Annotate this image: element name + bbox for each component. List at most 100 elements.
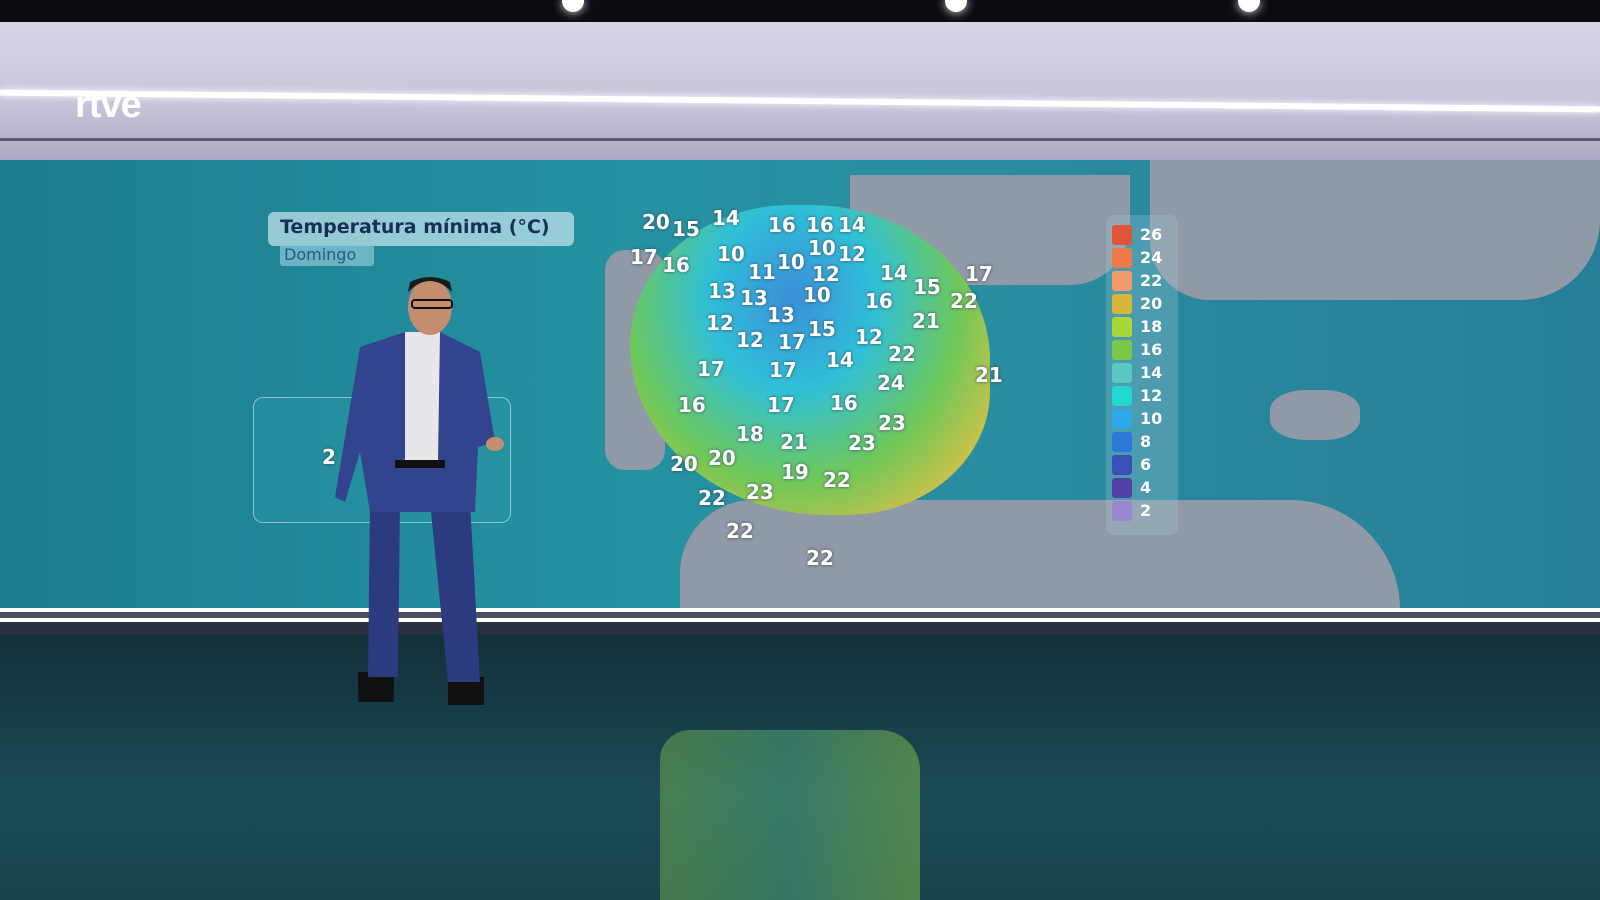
temperature-label: 21 [975, 363, 1003, 387]
temperature-label: 16 [662, 253, 690, 277]
legend-row: 22 [1112, 269, 1172, 292]
legend-value: 24 [1140, 248, 1163, 267]
studio-light [945, 0, 967, 12]
legend-swatch [1112, 247, 1132, 268]
legend-swatch [1112, 339, 1132, 360]
legend-value: 26 [1140, 225, 1163, 244]
temperature-label: 16 [830, 391, 858, 415]
legend-row: 26 [1112, 223, 1172, 246]
legend-row: 24 [1112, 246, 1172, 269]
temperature-label: 12 [855, 325, 883, 349]
map-title: Temperatura mínima (°C) [268, 212, 574, 246]
temperature-label: 23 [848, 431, 876, 455]
iberia-temperature-field [630, 205, 990, 515]
temperature-label: 10 [803, 283, 831, 307]
legend-value: 4 [1140, 478, 1152, 497]
temperature-label: 16 [678, 393, 706, 417]
temperature-label: 23 [746, 480, 774, 504]
legend-swatch [1112, 316, 1132, 337]
temperature-label: 17 [778, 330, 806, 354]
temperature-label: 14 [826, 348, 854, 372]
temperature-label: 17 [965, 262, 993, 286]
temperature-label: 22 [888, 342, 916, 366]
temperature-label: 19 [781, 460, 809, 484]
legend-value: 12 [1140, 386, 1163, 405]
legend-value: 2 [1140, 501, 1152, 520]
legend-row: 20 [1112, 292, 1172, 315]
temperature-label: 15 [913, 275, 941, 299]
temperature-label: 20 [642, 210, 670, 234]
legend-swatch [1112, 385, 1132, 406]
temperature-label: 21 [912, 309, 940, 333]
temperature-label: 17 [767, 393, 795, 417]
legend-value: 22 [1140, 271, 1163, 290]
temperature-label: 14 [880, 261, 908, 285]
legend-value: 6 [1140, 455, 1152, 474]
temperature-label: 16 [768, 213, 796, 237]
temperature-label: 22 [806, 546, 834, 570]
temperature-label: 16 [806, 213, 834, 237]
studio-light [562, 0, 584, 12]
legend-value: 18 [1140, 317, 1163, 336]
temperature-label: 22 [950, 289, 978, 313]
legend-swatch [1112, 293, 1132, 314]
sicily-land [1270, 390, 1360, 440]
legend-swatch [1112, 224, 1132, 245]
legend-row: 8 [1112, 430, 1172, 453]
legend-swatch [1112, 362, 1132, 383]
temperature-label: 20 [670, 452, 698, 476]
legend-value: 8 [1140, 432, 1152, 451]
temperature-label: 12 [706, 311, 734, 335]
temperature-label: 17 [630, 245, 658, 269]
temperature-legend: 26 24 22 20 18 16 14 12 10 8 6 4 2 [1106, 215, 1178, 535]
temperature-label: 13 [767, 303, 795, 327]
temperature-label: 12 [736, 328, 764, 352]
temperature-label: 20 [708, 446, 736, 470]
presenter-hair [408, 277, 452, 292]
legend-value: 16 [1140, 340, 1163, 359]
legend-swatch [1112, 454, 1132, 475]
temperature-label: 22 [823, 468, 851, 492]
italy-land [1150, 160, 1600, 300]
temperature-label: 24 [877, 371, 905, 395]
temperature-label: 10 [808, 236, 836, 260]
studio-light [1238, 0, 1260, 12]
legend-row: 4 [1112, 476, 1172, 499]
presenter [335, 277, 504, 705]
temperature-label: 15 [808, 317, 836, 341]
legend-row: 14 [1112, 361, 1172, 384]
legend-swatch [1112, 270, 1132, 291]
legend-row: 12 [1112, 384, 1172, 407]
rtve-logo: rtve [75, 84, 142, 126]
temperature-label: 17 [769, 358, 797, 382]
legend-row: 2 [1112, 499, 1172, 522]
temperature-label: 10 [717, 242, 745, 266]
map-subtitle: Domingo [280, 244, 374, 266]
temperature-label: 21 [780, 430, 808, 454]
divider [0, 138, 1600, 141]
temperature-label: 13 [740, 286, 768, 310]
temperature-label: 10 [777, 250, 805, 274]
legend-swatch [1112, 408, 1132, 429]
temperature-label: 14 [838, 213, 866, 237]
presenter-hand [486, 437, 504, 451]
legend-swatch [1112, 500, 1132, 521]
legend-row: 10 [1112, 407, 1172, 430]
temperature-label: 12 [812, 262, 840, 286]
temperature-label: 11 [748, 260, 776, 284]
africa-land [680, 500, 1400, 610]
presenter-trousers [368, 502, 480, 682]
glasses-icon [411, 299, 453, 309]
legend-row: 18 [1112, 315, 1172, 338]
legend-value: 10 [1140, 409, 1163, 428]
temperature-label: 22 [698, 486, 726, 510]
temperature-label: 14 [712, 206, 740, 230]
legend-swatch [1112, 477, 1132, 498]
temperature-label: 22 [726, 519, 754, 543]
legend-value: 14 [1140, 363, 1163, 382]
floor-light-strip [0, 608, 1600, 634]
presenter-belt [395, 460, 445, 468]
map-reflection [660, 730, 920, 900]
temperature-label: 15 [672, 217, 700, 241]
legend-swatch [1112, 431, 1132, 452]
